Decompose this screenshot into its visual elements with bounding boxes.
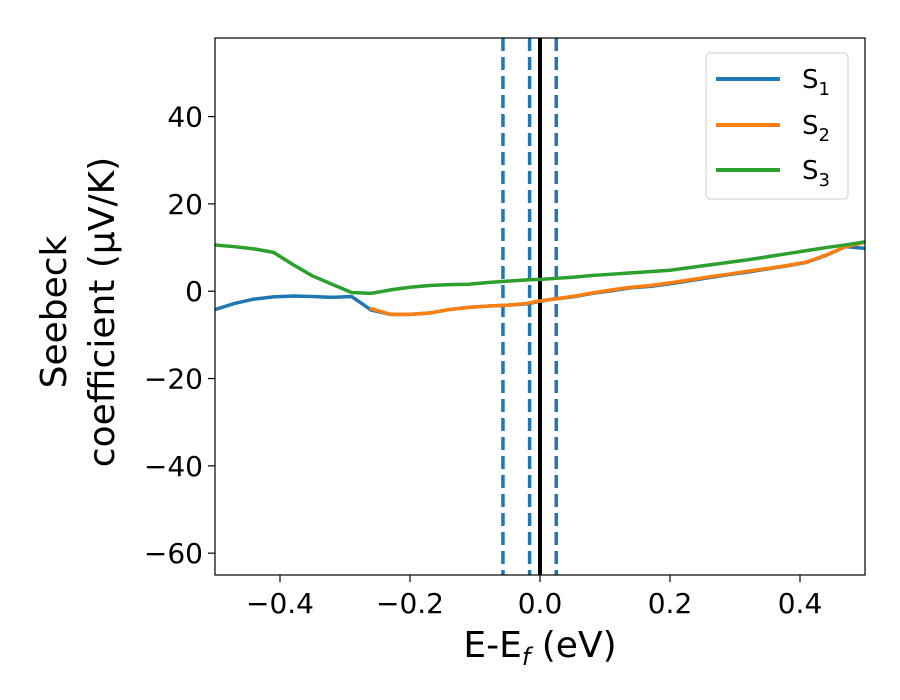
y-axis-title-line1: Seebeck <box>34 235 75 388</box>
legend-entry-s1: S1 <box>716 65 830 100</box>
legend-label-s3-name: S <box>802 156 819 186</box>
x-tick-label: 0.4 <box>778 587 823 620</box>
x-axis-ticks: −0.4 −0.2 0.0 0.2 0.4 <box>246 575 822 620</box>
y-axis-title-line2: coefficient (μV/K) <box>82 157 123 467</box>
y-axis-title: Seebeck coefficient (μV/K) <box>34 157 123 467</box>
legend-entry-s2: S2 <box>716 111 830 146</box>
x-tick-label: 0.2 <box>648 587 693 620</box>
x-tick-label: −0.2 <box>376 587 444 620</box>
series-line-s3 <box>215 240 865 296</box>
legend-label-s1: S1 <box>802 65 830 100</box>
legend-label-s2: S2 <box>802 111 830 146</box>
y-tick-label: 40 <box>167 101 203 134</box>
y-tick-label: 0 <box>185 275 203 308</box>
y-tick-label: −60 <box>144 537 203 570</box>
legend-label-s1-name: S <box>802 65 819 95</box>
x-axis-title-main: E-E <box>463 625 521 666</box>
x-axis-title: E-Ef (eV) <box>463 625 616 671</box>
y-axis-ticks: −60 −40 −20 0 20 40 <box>144 101 215 570</box>
legend: S1 S2 S3 <box>705 52 849 200</box>
series-lines <box>215 240 865 317</box>
x-tick-label: 0.0 <box>518 587 563 620</box>
legend-entry-s3: S3 <box>716 156 830 191</box>
legend-label-s3: S3 <box>802 156 830 191</box>
x-tick-label: −0.4 <box>246 587 314 620</box>
legend-label-s3-sub: 3 <box>819 170 830 191</box>
legend-label-s2-sub: 2 <box>819 125 830 146</box>
legend-label-s2-name: S <box>802 111 819 141</box>
y-tick-label: −40 <box>144 450 203 483</box>
series-line-s2 <box>369 240 865 317</box>
y-tick-label: −20 <box>144 363 203 396</box>
legend-label-s1-sub: 1 <box>819 79 830 100</box>
y-tick-label: 20 <box>167 188 203 221</box>
x-axis-title-unit: (eV) <box>530 625 616 666</box>
